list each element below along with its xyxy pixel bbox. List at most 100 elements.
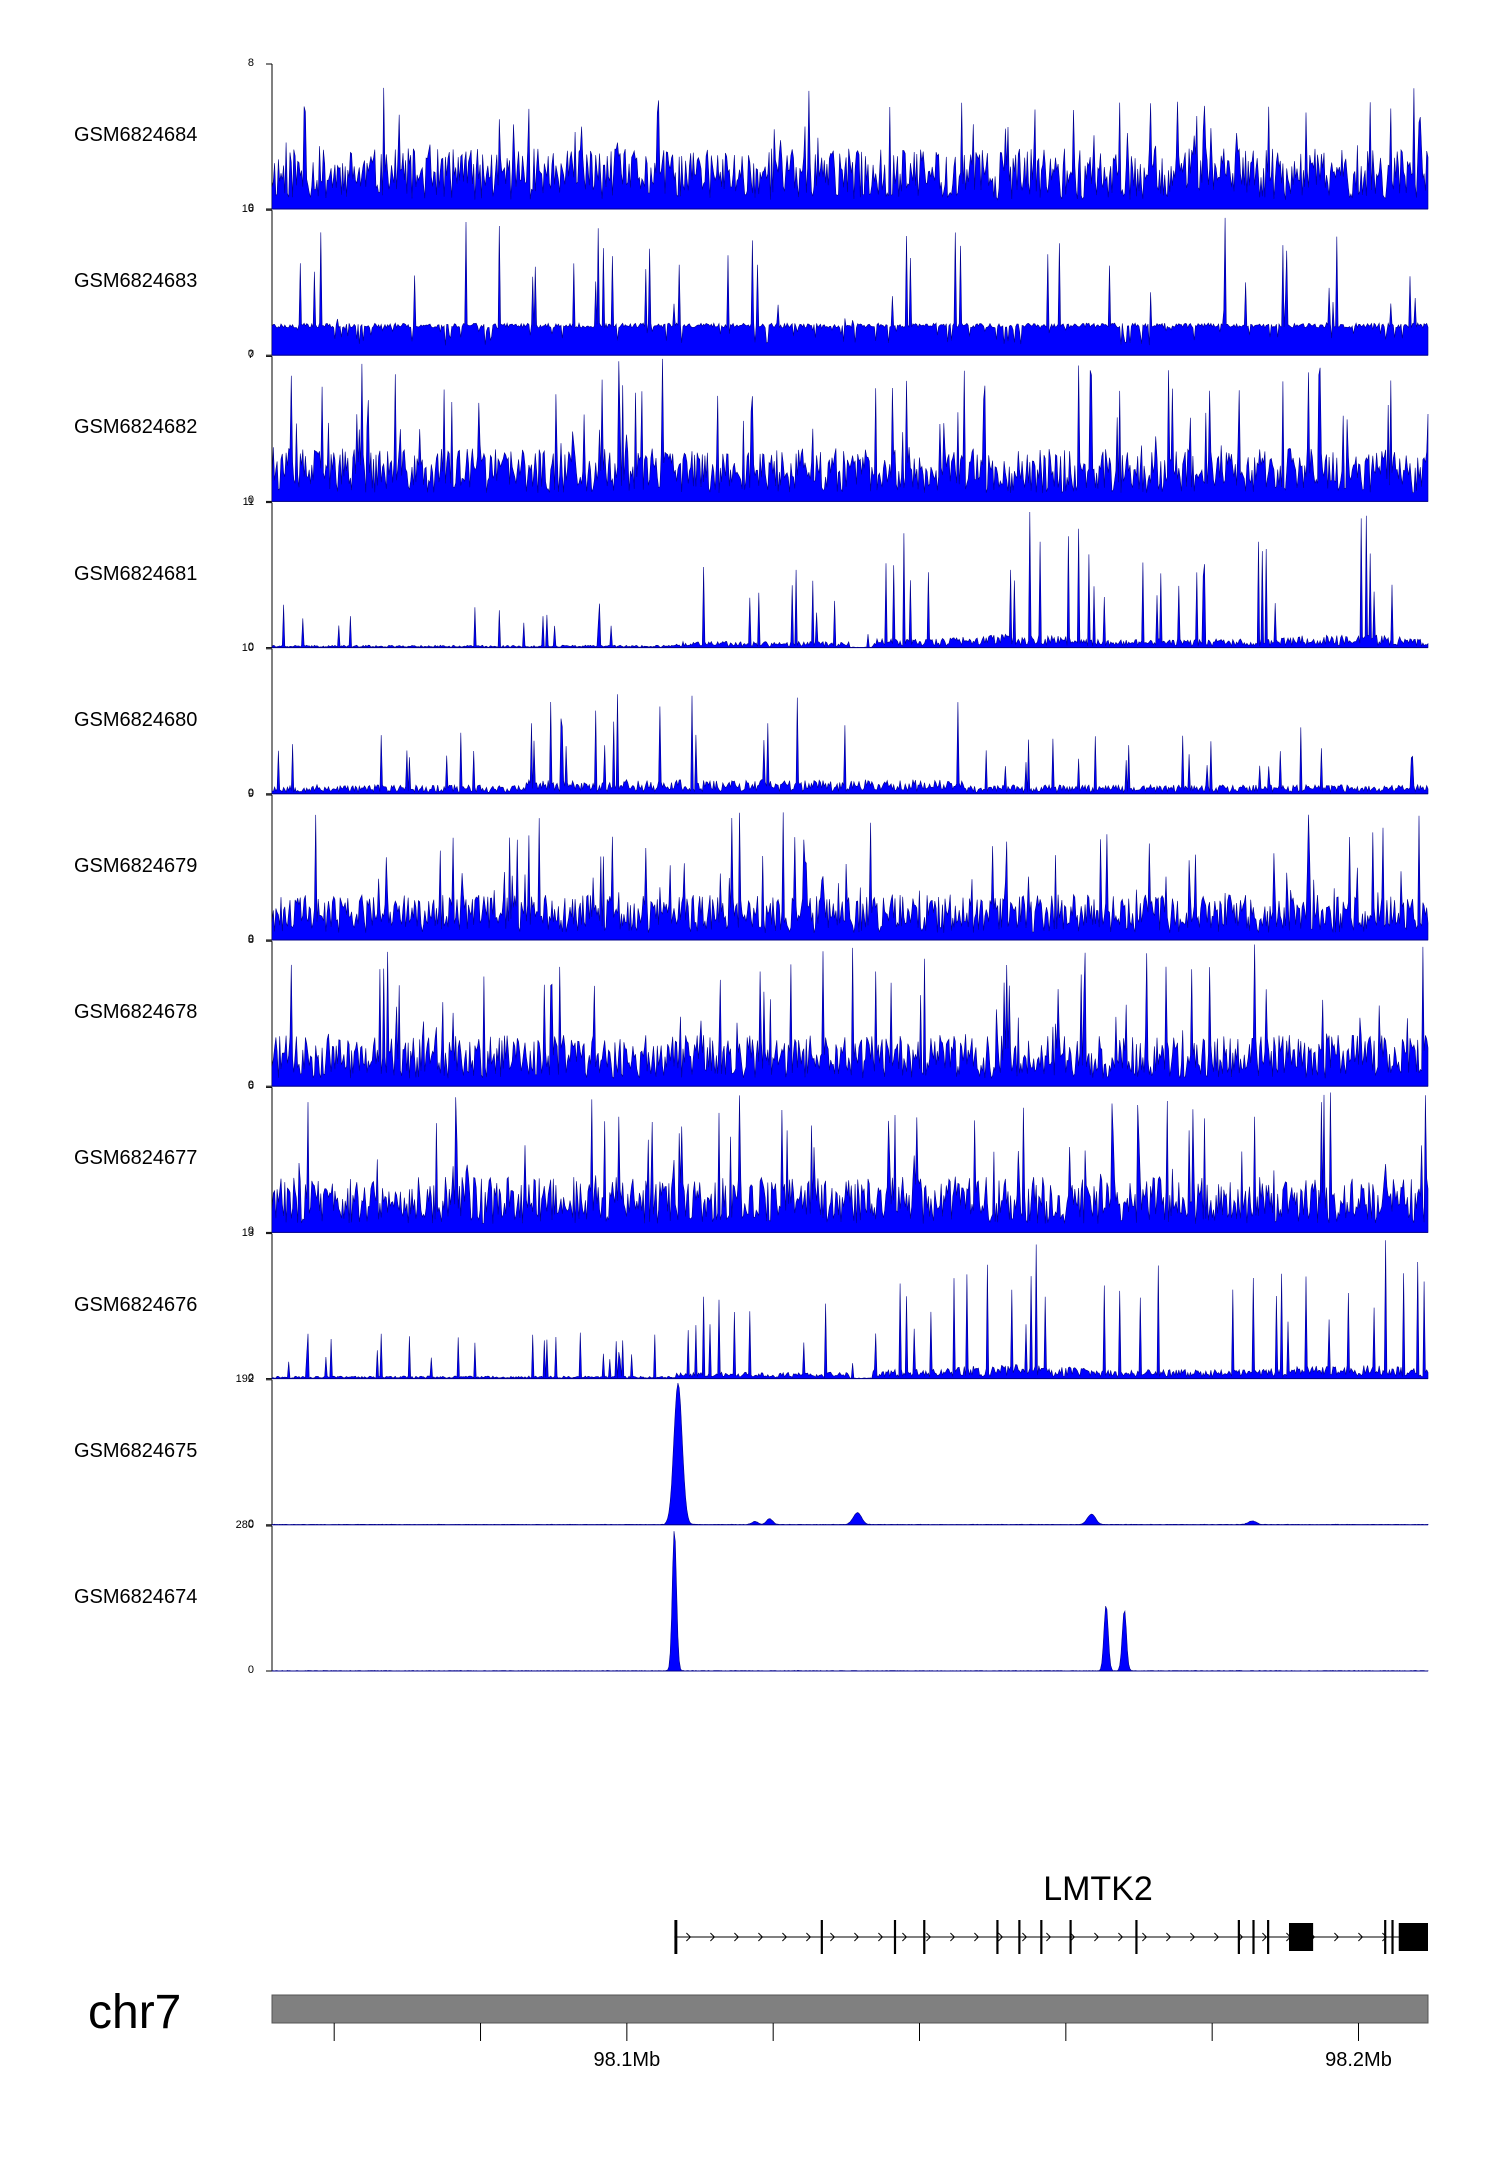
track-label: GSM6824674 [74,1586,198,1608]
y-axis-max-label: 8 [247,934,254,947]
strand-arrow [878,1932,884,1942]
y-axis-min-label: 0 [247,933,254,945]
coverage-series [271,812,1429,941]
track-label: GSM6824677 [74,1147,198,1170]
coverage-series [271,358,1429,502]
gene-exon [893,1920,897,1954]
y-axis-min-label: 0 [247,1517,254,1530]
y-axis [266,502,273,649]
strand-arrow [1382,1932,1388,1942]
track-label: GSM6824676 [74,1293,198,1316]
y-axis [266,794,273,941]
gene-exon [1040,1920,1043,1954]
y-axis [266,355,273,502]
coverage-series [271,1092,1429,1233]
strand-arrow [1142,1932,1148,1942]
chromosome-bar [271,1994,1429,2024]
track-label: GSM6824679 [74,855,198,877]
y-axis-max-label: 6 [247,1080,254,1093]
x-axis-tick-label: 98.1Mb [593,2049,661,2071]
coverage-series [271,217,1429,356]
track-label: GSM6824680 [74,708,198,731]
strand-arrow [1070,1932,1076,1942]
y-axis-max-label: 13 [241,1226,254,1239]
y-axis-min-label: 0 [247,1664,254,1676]
y-axis-min-label: 0 [247,202,254,214]
y-axis-min-label: 0 [247,348,254,361]
track-label: GSM6824684 [74,124,198,146]
y-axis-min-label: 0 [247,494,254,507]
coverage-series [271,1240,1429,1379]
gene-exon [820,1920,823,1954]
y-axis [266,1525,273,1672]
track-label: GSM6824683 [74,270,198,293]
gene-exon [996,1920,999,1954]
y-axis [266,63,273,210]
coverage-series [271,1531,1429,1672]
strand-arrow [686,1932,692,1942]
track-label: GSM6824682 [74,416,198,439]
strand-arrow [854,1932,860,1942]
y-axis-min-label: 0 [247,640,254,653]
strand-arrow [1046,1932,1052,1942]
gene-exon [1288,1923,1314,1951]
gene-exon [1252,1920,1255,1954]
gene-exon [1018,1920,1021,1954]
y-axis-max-label: 10 [241,641,254,654]
gene-name-label: LMTK2 [1043,1870,1153,1908]
strand-arrow [998,1932,1004,1942]
strand-arrow [902,1932,908,1942]
strand-arrow [710,1932,716,1942]
coverage-series [271,511,1429,648]
track-label: GSM6824678 [74,1001,198,1024]
gene-exon [1267,1920,1270,1954]
strand-arrow [1190,1932,1196,1942]
chromosome-label: chr7 [88,1986,182,2039]
strand-arrow [1334,1932,1340,1942]
y-axis [266,209,273,356]
gene-exon [1391,1920,1394,1954]
track-label: GSM6824681 [74,562,198,585]
y-axis-max-label: 11 [242,495,254,508]
gene-exon [1237,1920,1240,1954]
y-axis-min-label: 0 [247,1079,254,1092]
coverage-series [271,944,1429,1087]
y-axis-min-label: 0 [247,1371,254,1384]
gene-model [674,1920,1428,1954]
strand-arrow [1166,1932,1172,1942]
strand-arrow [950,1932,956,1942]
y-axis-max-label: 9 [247,788,254,800]
strand-arrow [974,1932,980,1942]
y-axis-max-label: 280 [235,1519,254,1531]
strand-arrow [1214,1932,1220,1942]
gene-exon [923,1920,926,1954]
strand-arrow [830,1932,836,1942]
y-axis-max-label: 192 [235,1372,254,1385]
strand-arrow [734,1932,740,1942]
strand-arrow [782,1932,788,1942]
strand-arrow [806,1932,812,1942]
y-axis-min-label: 0 [247,1225,254,1238]
strand-arrow [1094,1932,1100,1942]
gene-exon [1135,1920,1138,1954]
y-axis [266,1379,273,1526]
strand-arrow [1022,1932,1028,1942]
x-axis-tick-label: 98.2Mb [1325,2049,1392,2071]
y-axis [266,648,273,795]
gene-exon [1398,1923,1428,1951]
strand-arrow [926,1932,932,1942]
gene-exon [1384,1920,1387,1954]
coverage-series [271,87,1429,210]
strand-arrow [1118,1932,1124,1942]
y-axis-max-label: 7 [247,349,254,362]
y-axis [266,940,273,1087]
gene-exon [674,1920,678,1954]
track-label: GSM6824675 [74,1439,198,1462]
gene-exon [1069,1920,1072,1954]
strand-arrow [1358,1932,1364,1942]
coverage-series [271,1382,1429,1526]
coverage-series [271,694,1429,795]
y-axis-min-label: 0 [247,786,254,799]
